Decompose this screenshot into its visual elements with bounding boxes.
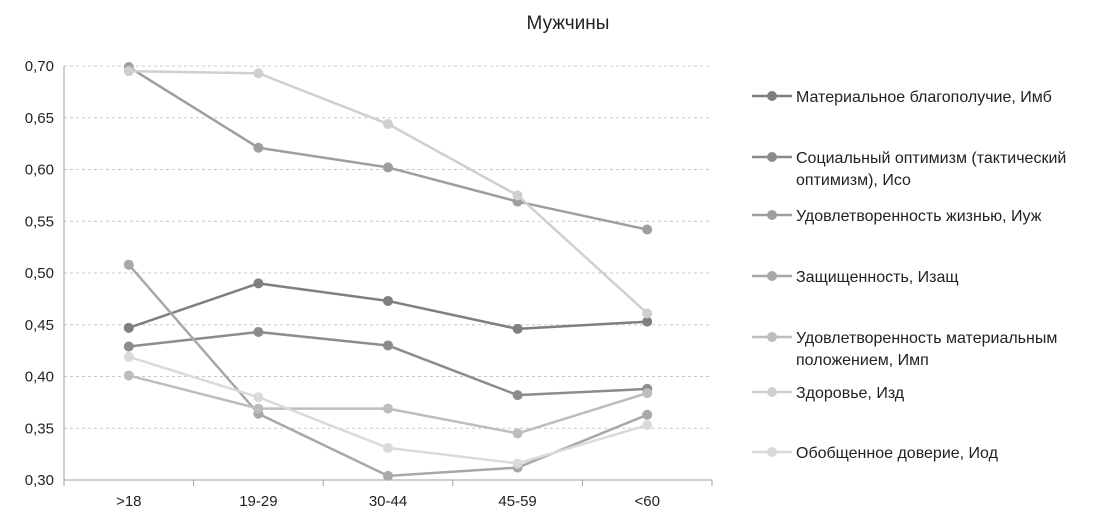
series bbox=[123, 370, 653, 439]
axes bbox=[63, 66, 713, 486]
data-point bbox=[383, 162, 393, 173]
x-tick-label: <60 bbox=[634, 493, 659, 510]
y-tick-label: 0,55 bbox=[25, 213, 54, 230]
legend-item: Обобщенное доверие, Иод bbox=[752, 445, 999, 462]
legend-label: Материальное благополучие, Имб bbox=[796, 89, 1052, 106]
data-point bbox=[123, 259, 134, 270]
legend-item: Социальный оптимизм (тактический оптимизм… bbox=[752, 150, 1066, 189]
data-point bbox=[642, 224, 653, 235]
legend-label: Здоровье, Изд bbox=[796, 385, 905, 402]
data-point bbox=[383, 470, 393, 481]
data-point bbox=[123, 322, 134, 333]
legend-swatch-marker bbox=[767, 210, 777, 220]
y-tick-label: 0,30 bbox=[25, 472, 54, 489]
series bbox=[123, 326, 653, 401]
x-axis-ticks: >18 19-29 30-44 45-59 <60 bbox=[116, 493, 660, 510]
legend-label: Удовлетворенность жизнью, Иуж bbox=[796, 208, 1042, 225]
legend-swatch-marker bbox=[767, 271, 777, 281]
legend-label: Защищенность, Изащ bbox=[796, 269, 959, 286]
data-point bbox=[512, 390, 523, 401]
y-tick-label: 0,45 bbox=[25, 317, 54, 334]
y-tick-label: 0,35 bbox=[25, 420, 54, 437]
legend-swatch-marker bbox=[767, 447, 777, 457]
y-tick-label: 0,65 bbox=[25, 110, 54, 127]
data-point bbox=[512, 458, 523, 469]
legend-item: Здоровье, Изд bbox=[752, 385, 905, 402]
data-point bbox=[383, 118, 393, 129]
data-point bbox=[253, 392, 264, 403]
data-point bbox=[642, 420, 653, 431]
data-point bbox=[642, 316, 653, 327]
x-tick-label: 19-29 bbox=[239, 493, 277, 510]
y-tick-label: 0,70 bbox=[25, 58, 54, 75]
legend-label: положением, Имп bbox=[796, 352, 929, 369]
x-tick-label: 30-44 bbox=[369, 493, 407, 510]
data-point bbox=[123, 370, 134, 381]
data-point bbox=[642, 409, 653, 420]
data-point bbox=[642, 388, 653, 399]
data-point bbox=[123, 66, 134, 77]
x-tick-label: 45-59 bbox=[498, 493, 536, 510]
legend-item: Удовлетворенность материальным положением… bbox=[752, 330, 1057, 369]
data-point bbox=[383, 403, 393, 414]
legend-item: Защищенность, Изащ bbox=[752, 269, 959, 286]
legend-label: Удовлетворенность материальным bbox=[796, 330, 1057, 347]
data-point bbox=[383, 340, 393, 351]
series bbox=[123, 278, 653, 334]
data-point bbox=[123, 351, 134, 362]
legend-item: Материальное благополучие, Имб bbox=[752, 89, 1052, 106]
series bbox=[123, 62, 653, 235]
series bbox=[123, 351, 653, 469]
series-line bbox=[128, 69, 649, 315]
series-line bbox=[128, 65, 648, 231]
data-series bbox=[123, 62, 653, 481]
data-point bbox=[253, 326, 264, 337]
legend-swatch-marker bbox=[767, 332, 777, 342]
data-point bbox=[512, 190, 523, 201]
series bbox=[123, 66, 653, 319]
data-point bbox=[253, 142, 264, 153]
legend-swatch-marker bbox=[767, 91, 777, 101]
y-tick-label: 0,40 bbox=[25, 369, 54, 386]
data-point bbox=[642, 308, 653, 319]
chart-title: Мужчины bbox=[527, 13, 610, 34]
legend-label: оптимизм), Исо bbox=[796, 172, 911, 189]
series-line bbox=[128, 282, 648, 331]
legend-swatch-marker bbox=[767, 387, 777, 397]
legend-swatch-marker bbox=[767, 152, 777, 162]
y-tick-label: 0,60 bbox=[25, 162, 54, 179]
data-point bbox=[512, 323, 523, 334]
data-point bbox=[383, 295, 393, 306]
data-point bbox=[253, 68, 264, 79]
data-point bbox=[253, 403, 264, 414]
y-tick-label: 0,50 bbox=[25, 265, 54, 282]
legend-label: Социальный оптимизм (тактический bbox=[796, 150, 1066, 167]
legend: Материальное благополучие, Имб Социальный… bbox=[752, 89, 1066, 462]
y-axis-ticks: 0,70 0,65 0,60 0,55 0,50 0,45 0,40 0,35 0,30 bbox=[25, 58, 54, 489]
data-point bbox=[123, 341, 134, 352]
data-point bbox=[512, 428, 523, 439]
data-point bbox=[383, 442, 393, 453]
data-point bbox=[253, 278, 264, 289]
x-tick-label: >18 bbox=[116, 493, 141, 510]
legend-label: Обобщенное доверие, Иод bbox=[796, 445, 999, 462]
legend-item: Удовлетворенность жизнью, Иуж bbox=[752, 208, 1042, 225]
